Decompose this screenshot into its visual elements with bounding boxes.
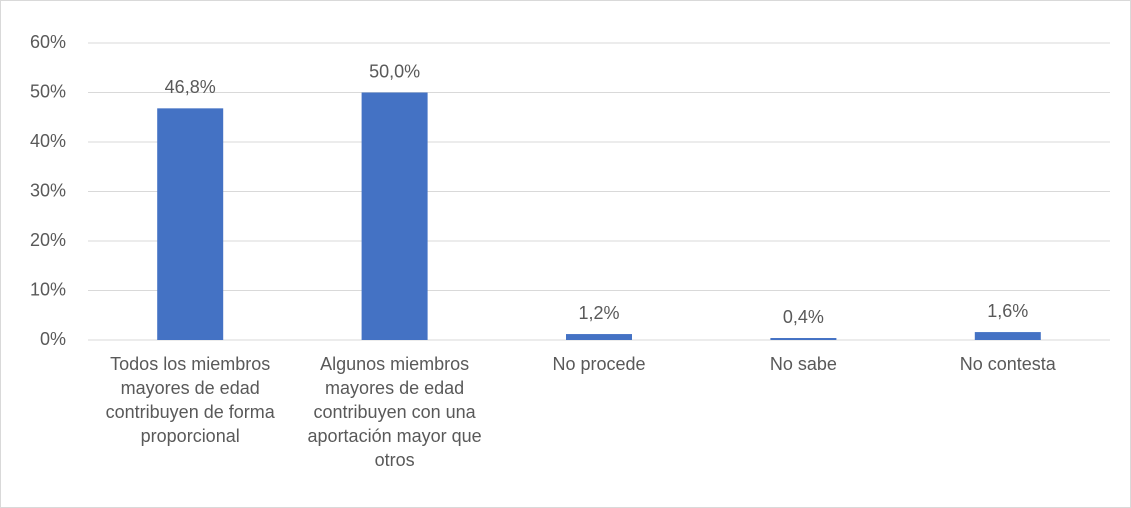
y-tick-label: 20% [30,230,66,250]
x-tick-label: No sabe [769,354,837,374]
x-tick-label: No procede [552,354,646,374]
y-tick-label: 60% [30,32,66,52]
x-tick-label: Todos los miembros mayores de edad contr… [105,354,275,446]
data-label: 0,4% [783,307,824,327]
bar [361,92,428,340]
bar [566,334,632,340]
y-tick-label: 30% [30,180,66,200]
x-tick-label: No contesta [959,354,1056,374]
y-tick-label: 50% [30,81,66,101]
bar [974,332,1041,340]
data-label: 50,0% [369,61,420,81]
data-label: 1,2% [578,303,619,323]
x-tick-label: Algunos miembros mayores de edad contrib… [307,354,482,470]
y-tick-label: 40% [30,131,66,151]
data-label: 1,6% [987,301,1028,321]
bar [157,108,224,340]
y-tick-label: 0% [40,329,66,349]
data-label: 46,8% [165,77,216,97]
y-tick-label: 10% [30,279,66,299]
bar [770,338,837,340]
